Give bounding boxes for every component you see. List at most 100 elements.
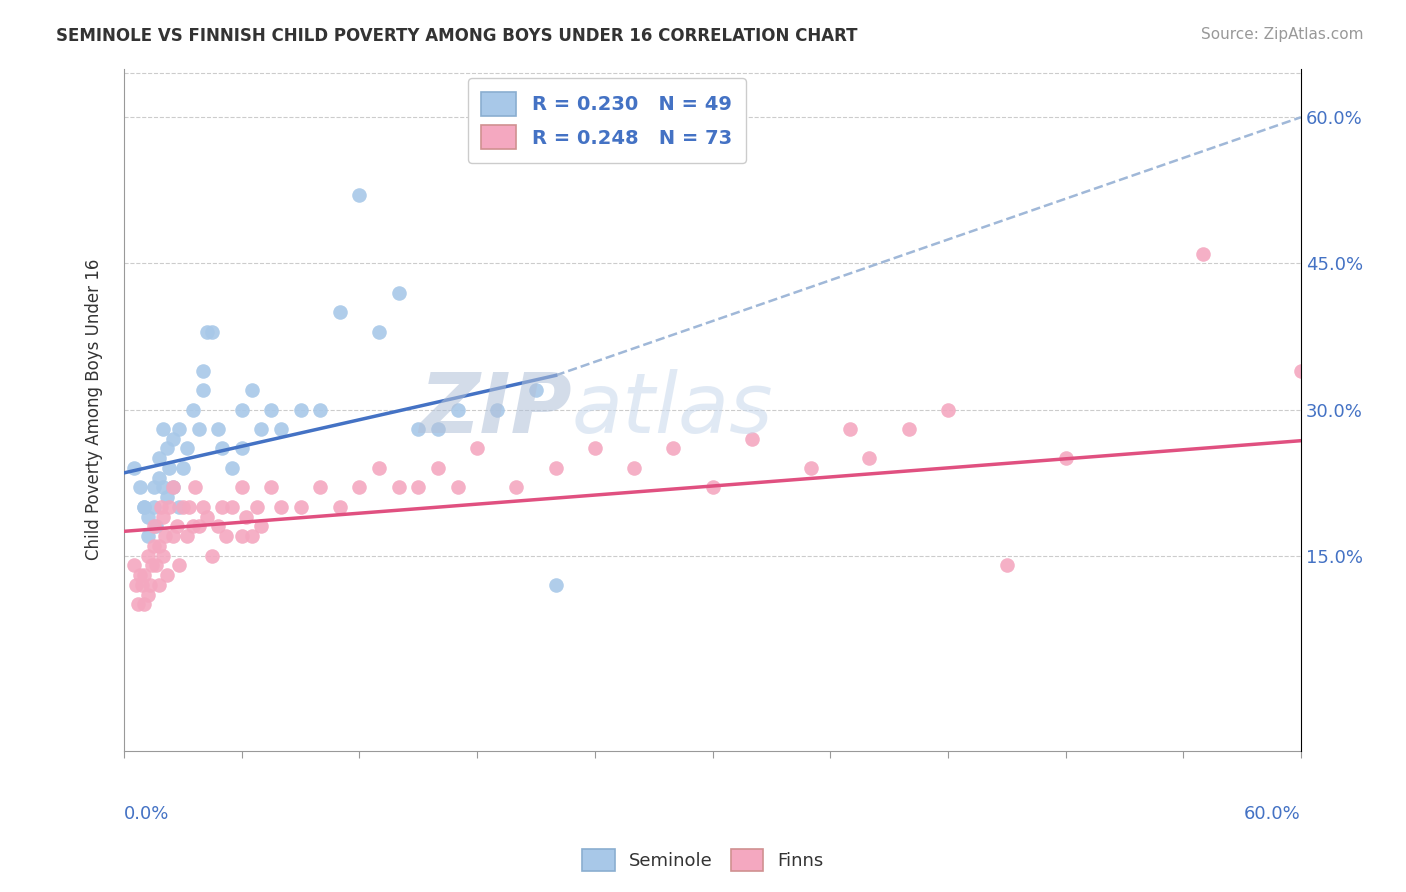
Point [329,305,352,319]
Point [191,500,214,514]
Point [524,383,547,397]
Point [240,529,263,543]
Point [368,325,391,339]
Point [195,325,218,339]
Point [128,568,150,582]
Point [131,578,153,592]
Point [995,558,1018,573]
Point [128,480,150,494]
Point [221,500,243,514]
Point [662,442,685,456]
Point [1191,246,1213,260]
Point [167,558,190,573]
Point [231,402,253,417]
Point [1054,451,1077,466]
Point [166,519,188,533]
Point [152,422,174,436]
Text: Source: ZipAtlas.com: Source: ZipAtlas.com [1201,27,1364,42]
Point [162,529,184,543]
Point [329,500,352,514]
Text: atlas: atlas [571,369,773,450]
Point [156,490,179,504]
Point [446,402,468,417]
Point [250,519,273,533]
Point [156,442,179,456]
Point [162,480,184,494]
Point [122,558,145,573]
Point [148,578,170,592]
Point [309,480,332,494]
Point [132,568,155,582]
Text: 0.0%: 0.0% [124,805,170,823]
Point [176,442,198,456]
Point [191,383,214,397]
Point [544,578,567,592]
Point [207,422,229,436]
Point [142,500,165,514]
Point [215,529,238,543]
Point [231,480,253,494]
Point [122,461,145,475]
Point [702,480,724,494]
Point [201,549,224,563]
Point [167,500,190,514]
Point [187,422,209,436]
Point [270,500,292,514]
Point [211,500,233,514]
Text: 60.0%: 60.0% [1244,805,1301,823]
Point [184,480,207,494]
Point [211,442,233,456]
Point [136,509,159,524]
Point [187,519,209,533]
Point [221,461,243,475]
Point [741,432,763,446]
Point [155,529,177,543]
Point [136,529,159,543]
Point [136,588,159,602]
Point [426,461,449,475]
Point [142,519,165,533]
Point [132,598,155,612]
Point [132,500,155,514]
Point [195,509,218,524]
Point [142,539,165,553]
Point [349,188,371,202]
Point [141,558,163,573]
Point [145,558,167,573]
Point [408,480,430,494]
Point [426,422,449,436]
Point [368,461,391,475]
Point [127,598,149,612]
Point [260,402,283,417]
Point [465,442,488,456]
Point [583,442,606,456]
Point [142,480,165,494]
Point [290,402,312,417]
Point [231,442,253,456]
Point [838,422,860,436]
Point [132,500,155,514]
Point [388,285,411,300]
Point [231,529,253,543]
Point [485,402,508,417]
Point [207,519,229,533]
Point [145,519,167,533]
Point [177,500,200,514]
Point [201,325,224,339]
Legend: Seminole, Finns: Seminole, Finns [575,842,831,879]
Point [162,432,184,446]
Point [150,500,173,514]
Point [162,480,184,494]
Point [1289,363,1312,377]
Point [138,578,160,592]
Point [408,422,430,436]
Point [623,461,645,475]
Legend: R = 0.230   N = 49, R = 0.248   N = 73: R = 0.230 N = 49, R = 0.248 N = 73 [468,78,745,162]
Point [250,422,273,436]
Point [240,383,263,397]
Point [309,402,332,417]
Point [897,422,920,436]
Point [148,539,170,553]
Point [800,461,823,475]
Point [260,480,283,494]
